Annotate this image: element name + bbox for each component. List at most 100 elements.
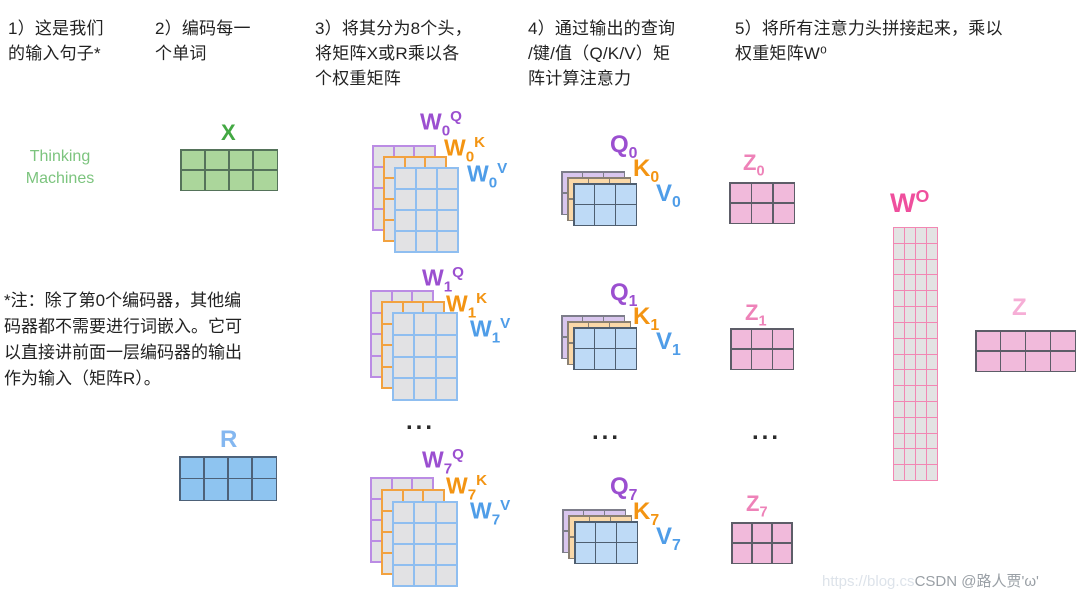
q0-label: Q0 — [610, 131, 638, 162]
matrix-cell — [574, 328, 594, 348]
matrix-cell — [396, 232, 415, 251]
matrix-cell — [916, 338, 926, 354]
matrix-cell — [752, 203, 772, 223]
matrix-cell — [731, 349, 751, 369]
matrix-cell — [415, 314, 435, 334]
w0v-matrix — [394, 167, 459, 253]
matrix-cell — [772, 543, 792, 563]
w0q-label: W0Q — [420, 108, 462, 140]
matrix-cell — [905, 370, 915, 386]
matrix-cell — [438, 211, 457, 230]
step-2-text: 2）编码每一 个单词 — [155, 19, 251, 63]
w7k-label: W7K — [446, 472, 488, 504]
w0k-label: W0K — [444, 134, 486, 166]
matrix-cell — [905, 354, 915, 370]
matrix-cell — [575, 543, 595, 563]
matrix-cell — [596, 522, 616, 542]
matrix-cell — [894, 354, 904, 370]
matrix-cell — [394, 357, 414, 378]
matrix-cell — [1026, 331, 1050, 351]
matrix-cell — [253, 170, 277, 190]
z-final-label: Z — [1012, 294, 1027, 321]
step-3-text: 3）将其分为8个头， 将矩阵X或R乘以各 个权重矩阵 — [315, 19, 472, 88]
matrix-cell — [1051, 331, 1075, 351]
matrix-cell — [436, 503, 456, 522]
v0-label: V0 — [656, 180, 681, 211]
matrix-cell — [894, 386, 904, 401]
matrix-cell — [773, 203, 794, 223]
matrix-cell — [894, 401, 904, 417]
matrix-cell — [976, 351, 1000, 371]
matrix-cell — [905, 433, 915, 449]
matrix-cell — [730, 183, 751, 203]
matrix-cell — [916, 322, 926, 338]
z0-matrix — [729, 182, 795, 224]
matrix-cell — [905, 401, 915, 417]
matrix-cell — [575, 522, 595, 542]
matrix-cell — [773, 349, 793, 369]
matrix-cell — [927, 338, 937, 354]
matrix-cell — [905, 275, 915, 291]
matrix-cell — [438, 190, 457, 209]
matrix-cell — [616, 349, 636, 369]
matrix-cell — [916, 354, 926, 370]
matrix-cell — [905, 259, 915, 275]
matrix-cell — [731, 329, 751, 349]
matrix-cell — [396, 169, 415, 188]
matrix-cell — [436, 379, 456, 399]
matrix-cell — [394, 379, 414, 399]
matrix-cell — [916, 433, 926, 449]
matrix-cell — [228, 457, 252, 478]
matrix-cell — [415, 379, 435, 399]
matrix-cell — [905, 291, 915, 307]
matrix-cell — [574, 349, 594, 369]
q7-label: Q7 — [610, 473, 638, 504]
z7-matrix — [731, 522, 793, 564]
matrix-cell — [894, 291, 904, 307]
input-words: Thinking Machines — [25, 148, 95, 187]
matrix-cell — [927, 243, 937, 259]
k1-label: K1 — [633, 303, 660, 334]
matrix-cell — [595, 205, 615, 225]
matrix-cell — [436, 545, 456, 564]
w1k-label: W1K — [446, 290, 488, 322]
matrix-cell — [415, 545, 435, 564]
matrix-cell — [894, 307, 904, 322]
matrix-cell — [905, 228, 915, 243]
matrix-cell — [905, 465, 915, 480]
matrix-cell — [732, 523, 752, 543]
matrix-cell — [894, 449, 904, 465]
matrix-cell — [976, 331, 1000, 351]
watermark-url: https://blog.cs — [822, 573, 915, 590]
matrix-cell — [905, 307, 915, 322]
matrix-cell — [732, 543, 752, 563]
w7v-matrix — [392, 501, 458, 587]
matrix-cell — [253, 150, 277, 170]
matrix-cell — [417, 232, 436, 251]
matrix-cell — [1051, 351, 1075, 371]
matrix-cell — [595, 328, 615, 348]
matrix-cell — [396, 190, 415, 209]
matrix-cell — [927, 307, 937, 322]
matrix-cell — [415, 503, 435, 522]
matrix-cell — [752, 329, 772, 349]
matrix-cell — [752, 183, 772, 203]
matrix-cell — [229, 170, 253, 190]
matrix-cell — [417, 211, 436, 230]
ellipsis-w: ... — [406, 408, 436, 435]
matrix-cell — [894, 465, 904, 480]
matrix-cell — [394, 524, 414, 543]
matrix-cell — [228, 479, 252, 500]
matrix-cell — [916, 307, 926, 322]
matrix-cell — [905, 322, 915, 338]
matrix-cell — [415, 335, 435, 356]
matrix-cell — [916, 465, 926, 480]
matrix-cell — [927, 417, 937, 433]
watermark-handle: CSDN @路人贾'ω' — [914, 573, 1039, 590]
matrix-cell — [927, 259, 937, 275]
matrix-cell — [894, 338, 904, 354]
matrix-cell — [595, 349, 615, 369]
matrix-cell — [436, 335, 456, 356]
matrix-cell — [204, 457, 228, 478]
matrix-cell — [927, 322, 937, 338]
